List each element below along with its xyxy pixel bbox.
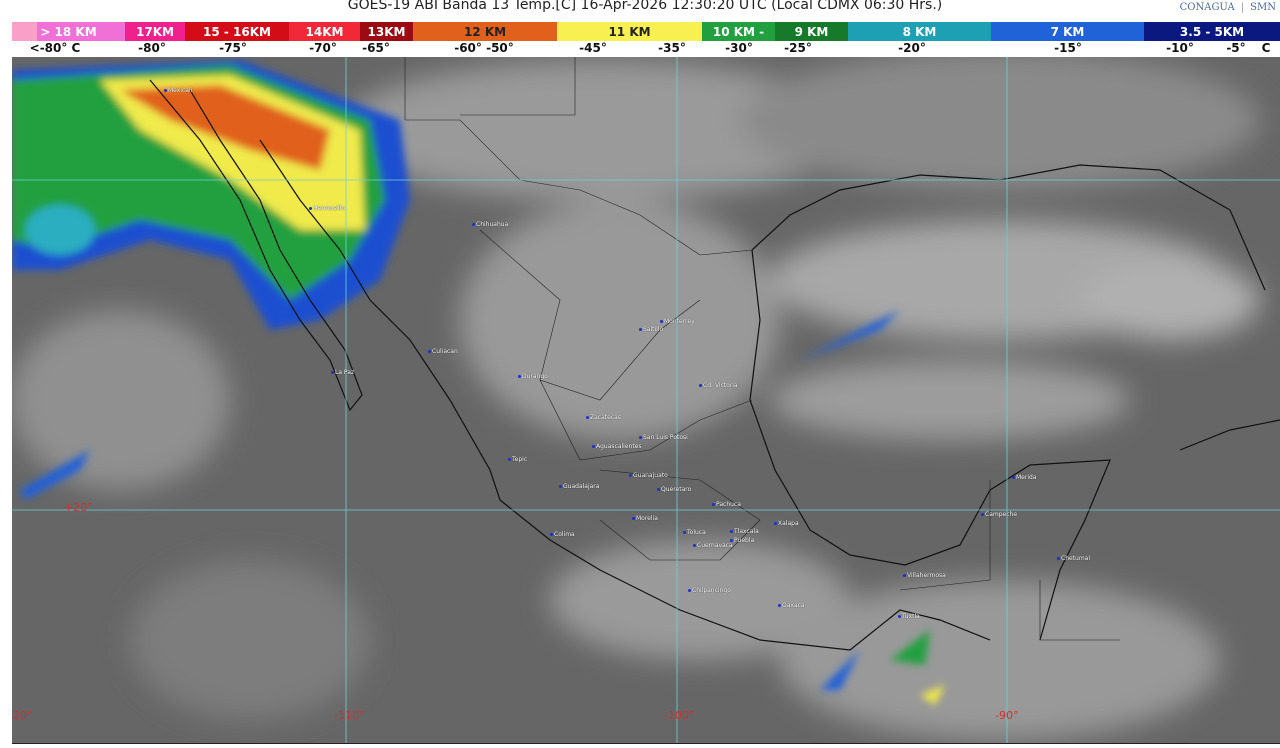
city-label: Saltillo bbox=[639, 326, 663, 333]
city-label: Pachuca bbox=[712, 501, 741, 508]
city-label: Cd. Victoria bbox=[699, 382, 738, 389]
lon-label-100: -100° bbox=[664, 709, 695, 722]
legend-band: 10 KM - bbox=[702, 22, 775, 41]
city-label: Chihuahua bbox=[472, 221, 508, 228]
lat-label-20: +20° bbox=[64, 501, 93, 514]
city-label: Toluca bbox=[683, 529, 706, 536]
city-label: Xalapa bbox=[774, 520, 799, 527]
city-label: Zacatecas bbox=[586, 414, 621, 421]
legend-band: 12 KM bbox=[413, 22, 557, 41]
lon-label-110: -110° bbox=[334, 709, 365, 722]
map-layer bbox=[12, 57, 1280, 743]
city-label: Puebla bbox=[730, 537, 754, 544]
city-label: Durango bbox=[518, 373, 548, 380]
city-label: Hermosillo bbox=[309, 205, 345, 212]
temp-label: -65° bbox=[362, 41, 390, 55]
temp-label: C bbox=[1261, 41, 1271, 55]
legend-band: 13KM bbox=[360, 22, 413, 41]
city-label: La Paz bbox=[331, 369, 354, 376]
temp-label: <-80° C bbox=[29, 41, 81, 55]
temp-label: -5° bbox=[1226, 41, 1246, 55]
city-label: Oaxaca bbox=[778, 602, 805, 609]
image-title: GOES-19 ABI Banda 13 Temp.[C] 16-Apr-202… bbox=[347, 0, 943, 13]
legend-band: 7 KM bbox=[991, 22, 1144, 41]
city-label: Tepic bbox=[508, 456, 527, 463]
temp-label: -80° bbox=[138, 41, 166, 55]
city-label: Queretaro bbox=[657, 486, 691, 493]
city-label: Guadalajara bbox=[559, 483, 599, 490]
legend-band: 9 KM bbox=[775, 22, 848, 41]
legend-band: 15 - 16KM bbox=[185, 22, 289, 41]
satellite-map[interactable]: +20° -120° -110° -100° -90° Mexicali Her… bbox=[12, 57, 1280, 744]
city-label: Villahermosa bbox=[903, 572, 946, 579]
temp-label: -45° bbox=[579, 41, 607, 55]
city-label: Guanajuato bbox=[629, 472, 668, 479]
city-label: Cuernavaca bbox=[693, 542, 733, 549]
city-label: Morelia bbox=[632, 515, 658, 522]
temp-label: -10° bbox=[1166, 41, 1194, 55]
state-borders bbox=[404, 57, 1120, 641]
city-label: Mexicali bbox=[164, 87, 192, 94]
smn-logo: SMN bbox=[1250, 2, 1276, 13]
city-label: Monterrey bbox=[660, 318, 695, 325]
city-label: Colima bbox=[550, 531, 575, 538]
city-label: Tlaxcala bbox=[730, 528, 759, 535]
city-label: Chetumal bbox=[1057, 555, 1090, 562]
temp-label: -30° bbox=[725, 41, 753, 55]
temp-label: -15° bbox=[1054, 41, 1082, 55]
city-label: Aguascalientes bbox=[592, 443, 642, 450]
temp-label: -75° bbox=[219, 41, 247, 55]
city-label: Campeche bbox=[981, 511, 1017, 518]
temp-label: -60° -50° bbox=[454, 41, 514, 55]
temperature-scale: <-80° C -80° -75° -70° -65° -60° -50° -4… bbox=[0, 41, 1280, 57]
agency-logos: CONAGUA | SMN bbox=[1179, 2, 1276, 13]
temp-label: -35° bbox=[658, 41, 686, 55]
legend-band: 8 KM bbox=[848, 22, 991, 41]
city-label: Merida bbox=[1012, 474, 1037, 481]
city-label: San Luis Potosi bbox=[639, 434, 688, 441]
legend-band: 14KM bbox=[289, 22, 360, 41]
city-label: Culiacan bbox=[428, 348, 458, 355]
legend-band: 17KM bbox=[125, 22, 185, 41]
temp-label: -20° bbox=[898, 41, 926, 55]
city-label: Chilpancingo bbox=[688, 587, 731, 594]
legend-band: 3.5 - 5KM bbox=[1144, 22, 1280, 41]
conagua-logo: CONAGUA bbox=[1179, 2, 1235, 13]
temp-label: -70° bbox=[309, 41, 337, 55]
color-legend: > 18 KM 17KM 15 - 16KM 14KM 13KM 12 KM 1… bbox=[12, 22, 1280, 41]
city-label: Tuxtla bbox=[898, 613, 920, 620]
legend-band: 11 KM bbox=[557, 22, 702, 41]
temp-label: -25° bbox=[784, 41, 812, 55]
convective-clouds bbox=[12, 60, 945, 705]
lon-label-90: -90° bbox=[995, 709, 1019, 722]
legend-band: > 18 KM bbox=[12, 22, 125, 41]
lon-label-120: -120° bbox=[12, 709, 33, 722]
graticule bbox=[12, 57, 1280, 743]
